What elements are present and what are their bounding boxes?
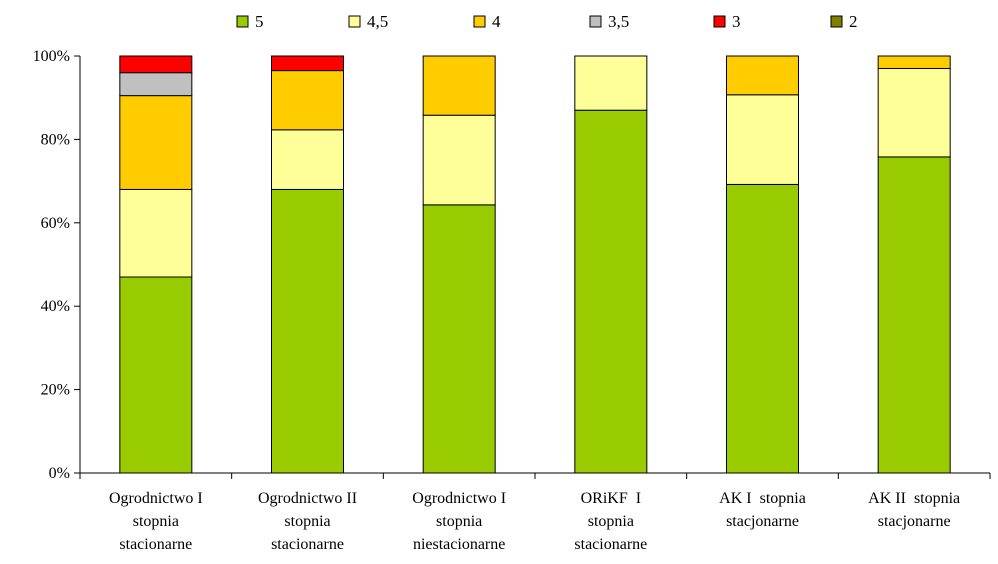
legend-swatch: [830, 15, 843, 28]
bar-segment: [422, 204, 496, 474]
bar-segment: [726, 55, 799, 96]
legend-label: 4,5: [367, 12, 388, 31]
y-tick-label: 20%: [41, 382, 70, 399]
legend: 5 4,5 4 3,5 3 2: [236, 12, 858, 31]
bar-segment: [119, 95, 193, 190]
legend-swatch: [348, 15, 361, 28]
bar-segment: [271, 70, 344, 131]
bar-segment: [119, 276, 193, 474]
y-tick-label: 100%: [33, 48, 70, 65]
bar-segment: [877, 156, 951, 474]
legend-swatch: [589, 15, 602, 28]
x-category-label: AK I stopnia stacjonarne: [719, 490, 806, 530]
legend-label: 2: [849, 12, 858, 31]
legend-swatch: [473, 15, 486, 28]
legend-label: 5: [255, 12, 264, 31]
bar-segment: [574, 55, 648, 111]
x-category-label: AK II stopnia stacjonarne: [868, 490, 960, 530]
bar-segment: [726, 94, 799, 185]
bar-segment: [574, 109, 648, 474]
bar-segment: [119, 55, 193, 74]
bar-segment: [119, 188, 193, 278]
legend-label: 4: [492, 12, 501, 31]
y-axis: 0% 20% 40% 60% 80% 100%: [33, 48, 81, 482]
bar-segment: [119, 72, 193, 97]
bar-segment: [877, 68, 951, 158]
bars: [119, 55, 951, 474]
x-category-label: Ogrodnictwo II stopnia stacionarne: [258, 490, 357, 553]
y-tick-label: 0%: [49, 465, 70, 482]
y-tick-label: 40%: [41, 298, 70, 315]
legend-label: 3: [732, 12, 741, 31]
bar-segment: [271, 55, 344, 72]
bar-segment: [271, 188, 344, 474]
legend-swatch: [236, 15, 249, 28]
y-tick-label: 80%: [41, 131, 70, 148]
legend-label: 3,5: [608, 12, 629, 31]
bar-segment: [877, 55, 951, 70]
bar-segment: [726, 183, 799, 474]
bar-segment: [422, 55, 496, 116]
bar-segment: [422, 114, 496, 206]
legend-swatch: [713, 15, 726, 28]
y-tick-label: 60%: [41, 215, 70, 232]
bar-segment: [271, 129, 344, 190]
